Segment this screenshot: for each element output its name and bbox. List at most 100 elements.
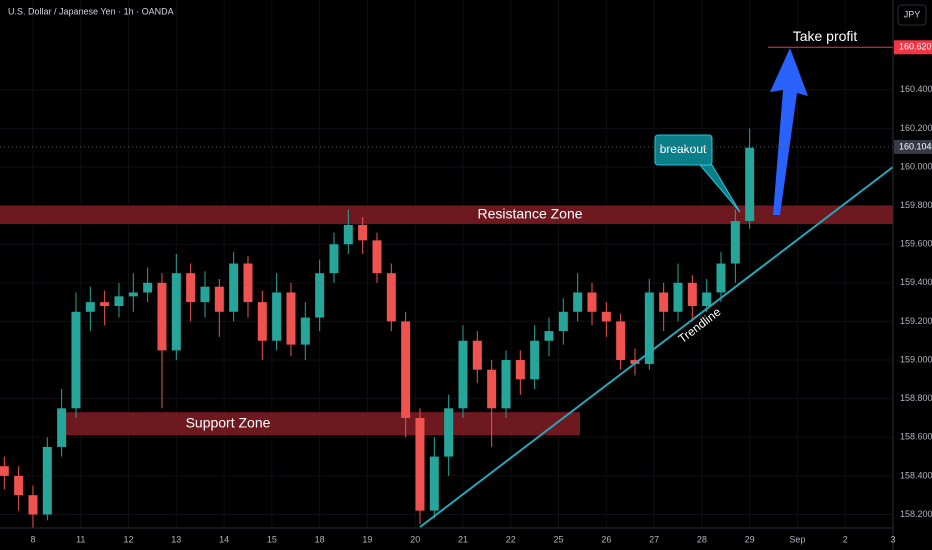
candle-body [673,282,683,312]
candle-body [716,263,726,293]
candle-body [243,263,253,303]
callout-text: breakout [660,142,707,156]
y-tick-label: 158.200 [900,509,932,519]
candle-body [587,292,597,312]
candle-body [0,466,9,476]
candle-body [386,273,396,322]
candle-body [415,417,425,511]
zone-label: Support Zone [186,414,271,430]
y-tick-label: 158.400 [900,470,932,480]
currency-label: JPY [904,9,921,19]
candle-body [128,292,138,297]
axes: 158.200 158.400 158.600 158.800 159.000 159.2… [30,40,932,544]
candle-body [372,240,382,274]
y-tick-label: 159.800 [900,200,932,210]
y-tick-label: 159.400 [900,277,932,287]
candle-body [444,408,454,457]
candle-body [114,296,124,306]
take-profit-label: 160.620 [899,42,932,52]
candle-body [687,282,697,306]
candle-body [57,408,67,447]
candle-body [214,286,224,312]
chart-title: U.S. Dollar / Japanese Yen · 1h · OANDA [8,6,174,16]
zone-label: Resistance Zone [477,205,582,221]
candle-body [745,147,755,222]
candle-body [644,292,654,364]
x-tick-label: 26 [601,534,611,544]
candle-body [472,340,482,370]
candle-body [429,456,439,511]
candle-body [544,331,554,341]
zone [62,412,580,436]
y-tick-label: 159.600 [900,239,932,249]
candle-body [300,317,310,345]
x-tick-label: 29 [745,534,755,544]
y-tick-label: 160.000 [900,161,932,171]
take-profit-text: Take profit [793,28,858,44]
candle-body [458,340,468,409]
x-tick-label: 18 [315,534,325,544]
candle-body [358,224,368,241]
candle-body [272,292,282,341]
candle-body [286,292,296,345]
x-tick-label: 21 [458,534,468,544]
up-arrow [770,48,808,215]
candle-body [601,311,611,322]
candle-body [730,221,740,264]
y-tick-label: 159.000 [900,354,932,364]
candle-body [171,273,181,351]
x-tick-label: 14 [219,534,229,544]
candle-body [401,321,411,418]
zone [0,205,893,224]
candle-body [573,292,583,312]
trendline [419,166,894,528]
x-tick-label: 22 [506,534,516,544]
x-tick-label: 12 [124,534,134,544]
x-tick-label: 3 [890,534,895,544]
candle-body [702,292,712,306]
candle-body [157,282,167,351]
take-profit-tag [894,40,932,55]
candle-body [501,360,511,409]
candle-body [14,475,24,496]
x-tick-label: 11 [76,534,85,544]
y-tick-label: 158.600 [900,432,932,442]
x-tick-label: Sep [789,534,805,544]
currency-button[interactable] [897,4,927,26]
candle-body [487,369,497,409]
callout-box [654,134,713,166]
current-price-label: 160.104 [899,141,932,151]
candle-body [530,340,540,380]
y-tick-label: 160.400 [900,84,932,94]
candle-body [85,302,95,312]
candle-body [143,282,153,293]
x-tick-label: 28 [697,534,707,544]
current-price-tag [894,139,932,154]
candle-body [515,360,525,380]
x-tick-label: 13 [171,534,181,544]
candle-body [28,495,38,515]
y-tick-label: 159.200 [900,316,932,326]
candle-body [257,302,267,341]
candles [0,128,755,528]
x-tick-label: 19 [362,534,372,544]
candle-body [71,311,81,409]
candle-body [558,311,568,332]
candle-body [42,446,52,515]
y-tick-label: 160.200 [900,123,932,133]
x-tick-label: 27 [649,534,659,544]
candle-body [630,360,640,364]
candle-body [616,321,626,361]
candle-body [329,244,339,274]
candle-body [200,286,210,303]
x-tick-label: 8 [30,534,35,544]
x-tick-label: 25 [554,534,564,544]
candle-body [315,273,325,318]
candle-body [229,263,239,312]
x-tick-label: 20 [410,534,420,544]
y-tick-label: 158.800 [900,393,932,403]
candle-body [659,292,669,312]
